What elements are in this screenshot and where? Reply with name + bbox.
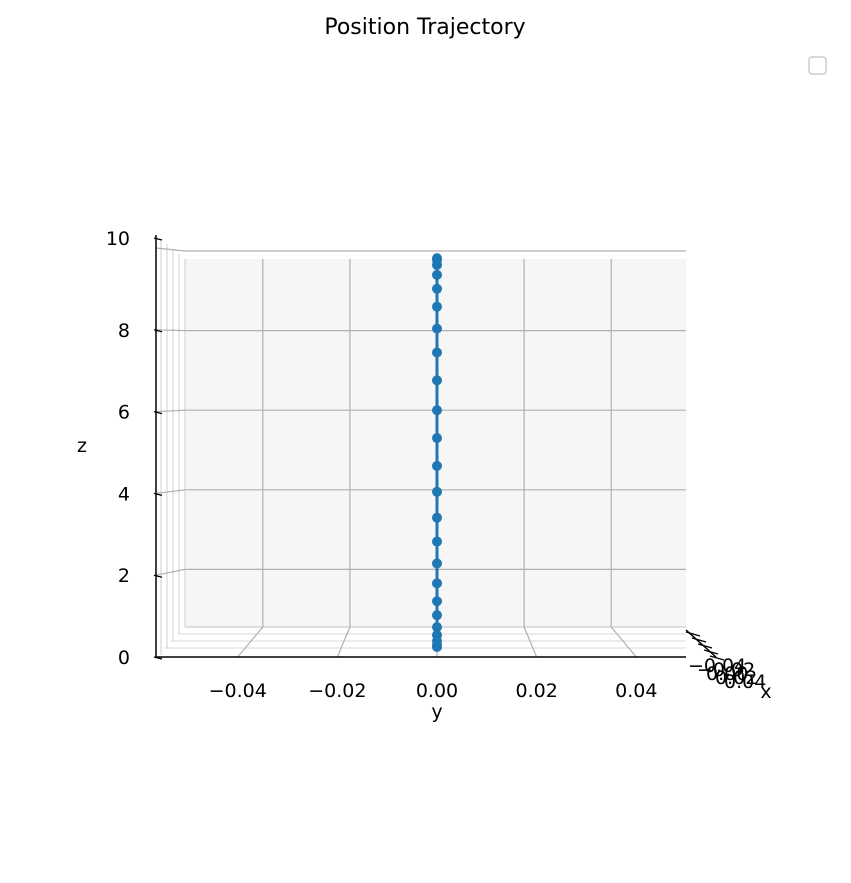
z-tick-label: 2 bbox=[118, 565, 130, 587]
x-tick-label: 0.04 bbox=[724, 671, 766, 693]
x-tick-mark bbox=[697, 643, 713, 649]
series-marker bbox=[432, 596, 442, 607]
x-tick-label: −0.04 bbox=[688, 655, 746, 677]
series-marker bbox=[432, 536, 442, 547]
z-axis-label: z bbox=[77, 435, 87, 457]
z-tick-label: 8 bbox=[118, 320, 130, 342]
legend-box[interactable] bbox=[808, 56, 827, 75]
y-tick-label: −0.04 bbox=[209, 680, 267, 702]
series-marker bbox=[432, 486, 442, 497]
z-axis-ticks: 0 2 4 6 8 10 bbox=[106, 228, 163, 669]
grid-line-y-floor bbox=[336, 626, 351, 658]
grid-line-z-side bbox=[155, 329, 186, 332]
chart-title: Position Trajectory bbox=[324, 15, 525, 40]
series-marker bbox=[432, 622, 442, 633]
z-tick-mark bbox=[153, 237, 163, 241]
series-marker bbox=[432, 375, 442, 386]
series-marker bbox=[432, 253, 442, 264]
series-marker bbox=[432, 347, 442, 358]
series-marker bbox=[432, 405, 442, 416]
series-marker bbox=[432, 512, 442, 523]
z-tick-label: 10 bbox=[106, 228, 130, 250]
z-tick-mark bbox=[153, 656, 163, 660]
z-tick-mark bbox=[153, 492, 163, 497]
series-marker bbox=[432, 558, 442, 569]
grid-line-y-floor bbox=[610, 626, 637, 658]
y-tick-label: 0.00 bbox=[416, 680, 458, 702]
x-tick-mark bbox=[703, 649, 719, 655]
grid-line-z-side bbox=[155, 409, 186, 413]
grid-line-z-side bbox=[155, 247, 186, 252]
series-marker bbox=[432, 283, 442, 294]
y-tick-label: 0.04 bbox=[615, 680, 657, 702]
x-axis-label: x bbox=[760, 681, 771, 703]
x-tick-mark bbox=[685, 631, 701, 637]
y-tick-label: −0.02 bbox=[308, 680, 366, 702]
grid-line-z-side bbox=[155, 489, 186, 494]
series-marker bbox=[432, 610, 442, 621]
series-trajectory bbox=[432, 253, 442, 653]
grid-line-y-floor bbox=[523, 626, 538, 658]
series-marker bbox=[432, 433, 442, 444]
z-tick-mark bbox=[153, 574, 163, 578]
z-tick-label: 0 bbox=[118, 647, 130, 669]
x-tick-label: −0.02 bbox=[697, 659, 755, 681]
y-axis-ticks: −0.04 −0.02 0.00 0.02 0.04 bbox=[209, 680, 658, 702]
series-marker bbox=[432, 301, 442, 312]
x-tick-label: 0.02 bbox=[715, 667, 757, 689]
z-tick-label: 4 bbox=[118, 483, 130, 505]
series-marker bbox=[432, 269, 442, 280]
y-tick-label: 0.02 bbox=[516, 680, 558, 702]
series-marker bbox=[432, 578, 442, 589]
x-tick-mark bbox=[709, 655, 725, 661]
z-tick-mark bbox=[153, 410, 163, 415]
grid-line-z-side bbox=[155, 568, 186, 576]
series-marker bbox=[432, 460, 442, 471]
z-tick-mark bbox=[153, 329, 163, 333]
x-tick-mark bbox=[691, 637, 707, 643]
y-axis-label: y bbox=[431, 701, 442, 723]
series-marker bbox=[432, 323, 442, 334]
z-tick-label: 6 bbox=[118, 402, 130, 424]
x-tick-label: 0.00 bbox=[706, 663, 748, 685]
x-axis-ticks: −0.04−0.020.000.020.04 bbox=[685, 631, 766, 693]
series-marker bbox=[432, 630, 442, 641]
grid-line-y-floor bbox=[237, 626, 264, 658]
x-axis-line bbox=[685, 629, 717, 658]
